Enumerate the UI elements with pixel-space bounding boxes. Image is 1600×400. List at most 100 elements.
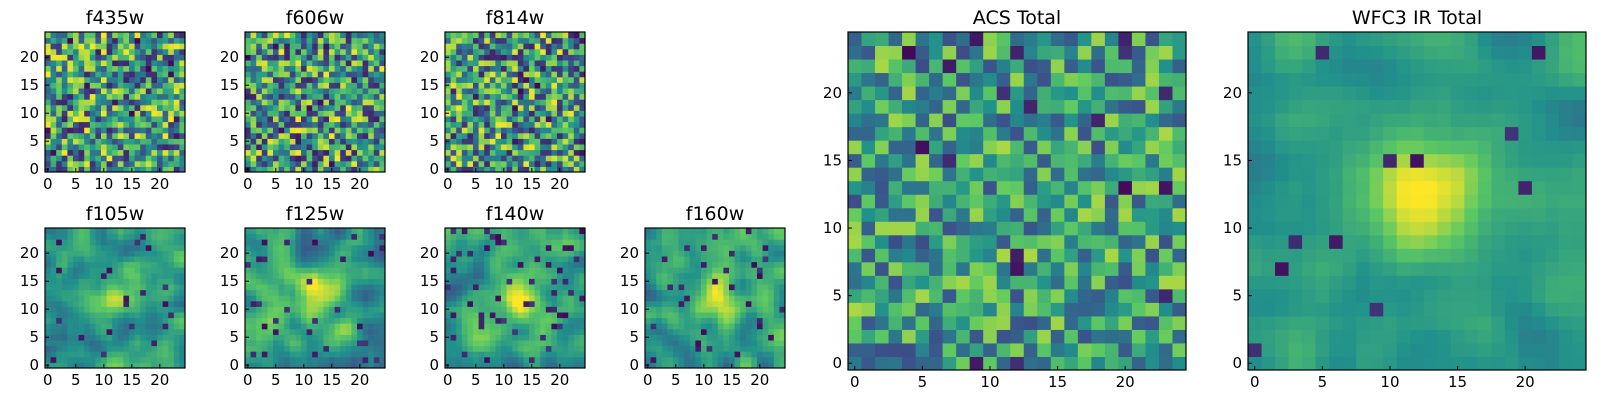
heatmap-cell xyxy=(888,288,903,303)
heatmap-cell xyxy=(317,323,324,330)
heatmap-cell xyxy=(473,116,480,123)
heatmap-cell xyxy=(545,334,552,341)
heatmap-cell xyxy=(645,244,652,251)
heatmap-cell xyxy=(84,362,91,369)
heatmap-cell xyxy=(557,43,564,50)
heatmap-cell xyxy=(323,132,330,139)
heatmap-cell xyxy=(245,144,252,151)
heatmap-cell xyxy=(678,351,685,358)
heatmap-cell xyxy=(1158,126,1173,141)
x-tick-label: 5 xyxy=(271,175,281,193)
heatmap-cell xyxy=(523,149,530,156)
heatmap-cell xyxy=(723,284,730,291)
heatmap-cell xyxy=(568,43,575,50)
heatmap-cell xyxy=(95,104,102,111)
heatmap-cell xyxy=(295,272,302,279)
heatmap-cell xyxy=(362,48,369,55)
heatmap-cell xyxy=(284,356,291,363)
heatmap-cell xyxy=(695,233,702,240)
heatmap-cell xyxy=(67,278,74,285)
heatmap-cell xyxy=(557,48,564,55)
heatmap-cell xyxy=(942,261,957,276)
axes-frame xyxy=(444,31,586,173)
heatmap-cell xyxy=(506,127,513,134)
heatmap-cell xyxy=(501,351,508,358)
heatmap-cell xyxy=(1172,180,1187,195)
heatmap-cell xyxy=(162,261,169,268)
heatmap-cell xyxy=(151,88,158,95)
heatmap-cell xyxy=(1064,234,1079,249)
heatmap-cell xyxy=(278,155,285,162)
heatmap-cell xyxy=(317,328,324,335)
heatmap-cell xyxy=(357,328,364,335)
heatmap-cell xyxy=(667,261,674,268)
heatmap-cell xyxy=(523,160,530,167)
heatmap-cell xyxy=(56,149,63,156)
heatmap-cell xyxy=(645,272,652,279)
heatmap-cell xyxy=(73,300,80,307)
heatmap-cell xyxy=(456,340,463,347)
heatmap-cell xyxy=(456,295,463,302)
heatmap-cell xyxy=(484,160,491,167)
heatmap-cell xyxy=(573,267,580,274)
heatmap-cell xyxy=(250,267,257,274)
heatmap-cell xyxy=(1077,126,1092,141)
heatmap-cell xyxy=(983,275,998,290)
heatmap-cell xyxy=(701,244,708,251)
heatmap-cell xyxy=(45,43,52,50)
heatmap-cell xyxy=(312,239,319,246)
heatmap-cell xyxy=(61,121,68,128)
heatmap-cell xyxy=(317,228,324,235)
heatmap-cell xyxy=(545,138,552,145)
heatmap-cell xyxy=(267,32,274,39)
heatmap-cell xyxy=(529,149,536,156)
heatmap-cell xyxy=(740,362,747,369)
heatmap-cell xyxy=(284,300,291,307)
heatmap-cell xyxy=(506,37,513,44)
heatmap-cell xyxy=(523,340,530,347)
heatmap-cell xyxy=(848,275,863,290)
heatmap-cell xyxy=(456,300,463,307)
heatmap-cell xyxy=(245,43,252,50)
heatmap-cell xyxy=(45,155,52,162)
heatmap-cell xyxy=(101,32,108,39)
heatmap-cell xyxy=(467,328,474,335)
heatmap-cell xyxy=(89,127,96,134)
heatmap-cell xyxy=(478,345,485,352)
heatmap-cell xyxy=(478,76,485,83)
heatmap-cell xyxy=(684,289,691,296)
heatmap-cell xyxy=(84,239,91,246)
panel-title: f125w xyxy=(286,203,345,225)
heatmap-cell xyxy=(295,71,302,78)
y-tick-label: 0 xyxy=(229,160,239,178)
heatmap-cell xyxy=(151,149,158,156)
heatmap-cell xyxy=(529,144,536,151)
heatmap-cell xyxy=(106,54,113,61)
heatmap-cell xyxy=(250,244,257,251)
heatmap-cell xyxy=(362,88,369,95)
heatmap-cell xyxy=(875,261,890,276)
heatmap-cell xyxy=(56,289,63,296)
heatmap-cell xyxy=(301,323,308,330)
heatmap-cell xyxy=(650,272,657,279)
heatmap-cell xyxy=(112,32,119,39)
x-tick-label: 10 xyxy=(694,371,713,389)
heatmap-cell xyxy=(73,284,80,291)
heatmap-cell xyxy=(250,37,257,44)
heatmap-cell xyxy=(345,138,352,145)
heatmap-cell xyxy=(956,342,971,357)
heatmap-cell xyxy=(1050,180,1065,195)
heatmap-cell xyxy=(129,228,136,235)
heatmap-cell xyxy=(751,239,758,246)
heatmap-cell xyxy=(278,88,285,95)
heatmap-cell xyxy=(168,54,175,61)
heatmap-cell xyxy=(151,32,158,39)
heatmap-cell xyxy=(875,356,890,371)
heatmap-cell xyxy=(329,278,336,285)
heatmap-cell xyxy=(117,76,124,83)
heatmap-cell xyxy=(512,228,519,235)
heatmap-cell xyxy=(45,60,52,67)
heatmap-cell xyxy=(861,234,876,249)
heatmap-cell xyxy=(317,284,324,291)
heatmap-cell xyxy=(162,345,169,352)
